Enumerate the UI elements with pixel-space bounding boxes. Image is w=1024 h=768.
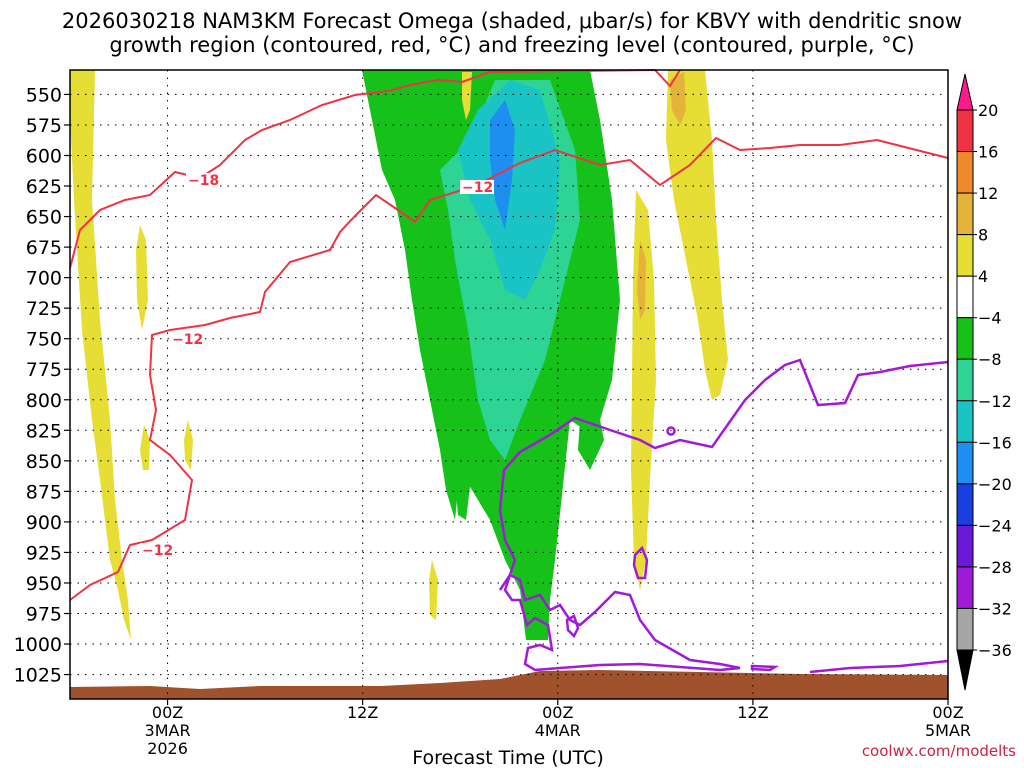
omega-shading xyxy=(70,70,728,640)
omega-region-subsidence-small-3 xyxy=(184,420,193,470)
colorbar-label: 12 xyxy=(978,184,998,203)
freezing-level-surface xyxy=(809,659,949,674)
colorbar-band xyxy=(956,109,974,153)
colorbar-label: 20 xyxy=(978,101,998,120)
y-tick-label: 650 xyxy=(26,207,62,229)
x-tick-label: 00Z xyxy=(542,703,573,722)
dendritic-contour-minus12 xyxy=(69,68,681,269)
x-tick-label: 3MAR xyxy=(145,721,191,740)
colorbar-label: −24 xyxy=(978,516,1012,535)
y-tick-label: 750 xyxy=(26,329,62,351)
x-tick-label: 00Z xyxy=(152,703,183,722)
colorbar-bottom-triangle xyxy=(956,649,974,691)
colorbar-label: −4 xyxy=(978,309,1002,328)
colorbar-band xyxy=(956,234,974,277)
terrain-ground xyxy=(70,670,948,699)
omega-region-subsidence-small-2 xyxy=(140,425,150,470)
credit-text: coolwx.com/modelts xyxy=(862,742,1016,760)
colorbar-band xyxy=(956,192,974,236)
chart-title-line-2: growth region (contoured, red, °C) and f… xyxy=(109,33,915,57)
colorbar-label: −8 xyxy=(978,350,1002,369)
y-axis: 550 575 600 625 650 675 700 725 750 775 800 825 850 8… xyxy=(14,84,70,687)
plot-frame xyxy=(69,69,949,700)
dendritic-contour-minus18 xyxy=(69,136,949,601)
omega-region-subsidence-small-1 xyxy=(136,225,148,330)
dendritic-label-minus12-b: −12 xyxy=(142,543,173,559)
y-tick-label: 850 xyxy=(26,451,62,473)
omega-region-subsidence-mid-core xyxy=(637,240,646,320)
freezing-level-small xyxy=(750,664,780,672)
freezing-level-main xyxy=(498,358,949,591)
y-tick-label: 1000 xyxy=(14,634,62,656)
colorbar: 20 16 12 8 4 −4 −8 −12 −16 −20 −24 −28 −32 −36 xyxy=(956,73,1012,691)
freezing-level-loop xyxy=(565,614,580,639)
colorbar-band xyxy=(956,317,974,360)
freezing-level-lower xyxy=(503,573,741,672)
x-tick-label: 12Z xyxy=(347,703,378,722)
x-tick-label: 12Z xyxy=(737,703,768,722)
omega-region-subsidence-late xyxy=(666,70,728,400)
colorbar-label: −16 xyxy=(978,433,1012,452)
colorbar-band xyxy=(956,151,974,194)
omega-region-ascent-small-1 xyxy=(455,450,472,520)
y-tick-label: 1025 xyxy=(14,665,62,687)
x-tick-label: 5MAR xyxy=(925,721,971,740)
y-tick-label: 575 xyxy=(26,115,62,137)
y-tick-label: 975 xyxy=(26,604,62,626)
omega-region-subsidence-late-core xyxy=(670,72,686,125)
y-tick-label: 925 xyxy=(26,542,62,564)
colorbar-band xyxy=(956,441,974,485)
y-tick-label: 800 xyxy=(26,390,62,412)
x-tick-label: 00Z xyxy=(932,703,963,722)
omega-region-subsidence-mid xyxy=(631,190,656,590)
colorbar-label: 4 xyxy=(978,267,988,286)
dendritic-label-minus12-c: −12 xyxy=(462,180,493,196)
x-tick-label: 4MAR xyxy=(535,721,581,740)
y-tick-label: 550 xyxy=(26,84,62,106)
x-tick-label: 2026 xyxy=(147,739,188,758)
colorbar-band xyxy=(956,400,974,443)
y-tick-label: 625 xyxy=(26,176,62,198)
y-tick-label: 825 xyxy=(26,420,62,442)
y-tick-label: 875 xyxy=(26,481,62,503)
y-tick-label: 600 xyxy=(26,145,62,167)
freezing-level-contours xyxy=(498,358,949,674)
omega-region-subsidence-early xyxy=(70,70,131,640)
y-tick-label: 725 xyxy=(26,298,62,320)
dendritic-contours xyxy=(69,68,949,601)
y-tick-label: 950 xyxy=(26,573,62,595)
colorbar-label: −20 xyxy=(978,475,1012,494)
y-tick-label: 675 xyxy=(26,237,62,259)
colorbar-band xyxy=(956,607,974,651)
colorbar-label: −32 xyxy=(978,599,1012,618)
colorbar-label: 8 xyxy=(978,226,988,245)
omega-region-ascent-max xyxy=(490,100,515,230)
x-axis-label: Forecast Time (UTC) xyxy=(412,747,603,768)
dendritic-label-minus18: −18 xyxy=(188,173,219,189)
colorbar-band xyxy=(956,524,974,568)
freezing-level-bubble xyxy=(632,545,649,580)
colorbar-label: −28 xyxy=(978,558,1012,577)
colorbar-band xyxy=(956,358,974,402)
omega-region-subsidence-top xyxy=(462,72,472,120)
y-tick-label: 900 xyxy=(26,512,62,534)
omega-region-subsidence-small-4 xyxy=(429,560,438,620)
dendritic-label-minus12-a: −12 xyxy=(172,332,203,348)
colorbar-label: −36 xyxy=(978,641,1012,660)
y-tick-label: 700 xyxy=(26,268,62,290)
colorbar-label: −12 xyxy=(978,392,1012,411)
colorbar-band xyxy=(956,275,974,319)
colorbar-label: 16 xyxy=(978,143,998,162)
chart-title-line-1: 2026030218 NAM3KM Forecast Omega (shaded… xyxy=(61,9,963,33)
colorbar-band xyxy=(956,483,974,526)
y-tick-label: 775 xyxy=(26,359,62,381)
dendritic-labels: −18 −12 −12 −12 xyxy=(140,173,494,559)
freezing-level-zero-marker xyxy=(666,426,676,436)
colorbar-band xyxy=(956,566,974,609)
colorbar-top-triangle xyxy=(956,73,974,111)
